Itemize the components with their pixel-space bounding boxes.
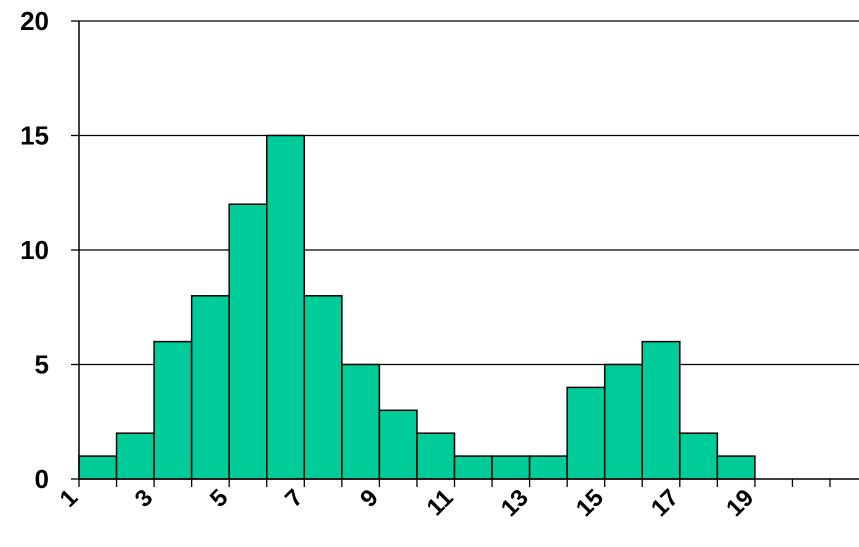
x-tick-label: 19 (721, 484, 759, 522)
bar (228, 203, 268, 480)
y-tick-labels: 0 5 10 15 20 (20, 6, 49, 494)
x-tick-labels: 1 3 5 7 9 11 13 15 17 19 (55, 484, 759, 522)
x-tick-label: 17 (646, 484, 684, 522)
bar (566, 386, 606, 480)
y-tick-label: 0 (35, 464, 49, 494)
axes (71, 20, 859, 487)
x-tick-label: 13 (496, 484, 534, 522)
y-tick-label: 15 (20, 121, 49, 151)
bar (641, 340, 681, 480)
bar (303, 295, 343, 480)
bar (190, 295, 230, 480)
bar (416, 432, 456, 480)
bar (378, 409, 418, 480)
bars (78, 134, 756, 480)
y-tick-label: 5 (35, 350, 49, 380)
bar (341, 363, 381, 480)
gridlines (79, 20, 859, 366)
bar (153, 340, 193, 480)
bar (528, 455, 568, 480)
bar (266, 134, 306, 480)
bar (716, 455, 756, 480)
x-tick-label: 7 (280, 484, 309, 513)
bar (603, 363, 644, 480)
y-tick-label: 20 (20, 6, 49, 36)
x-tick-label: 15 (571, 484, 609, 522)
bar (679, 432, 719, 480)
x-tick-label: 5 (205, 484, 234, 513)
bar (491, 455, 531, 480)
bar (453, 455, 493, 480)
x-tick-label: 3 (130, 484, 159, 513)
y-tick-label: 10 (20, 235, 49, 265)
x-tick-label: 9 (355, 484, 384, 513)
x-tick-label: 1 (55, 484, 84, 513)
x-tick-label: 11 (422, 484, 459, 521)
bar (115, 432, 155, 480)
bar (78, 455, 118, 480)
